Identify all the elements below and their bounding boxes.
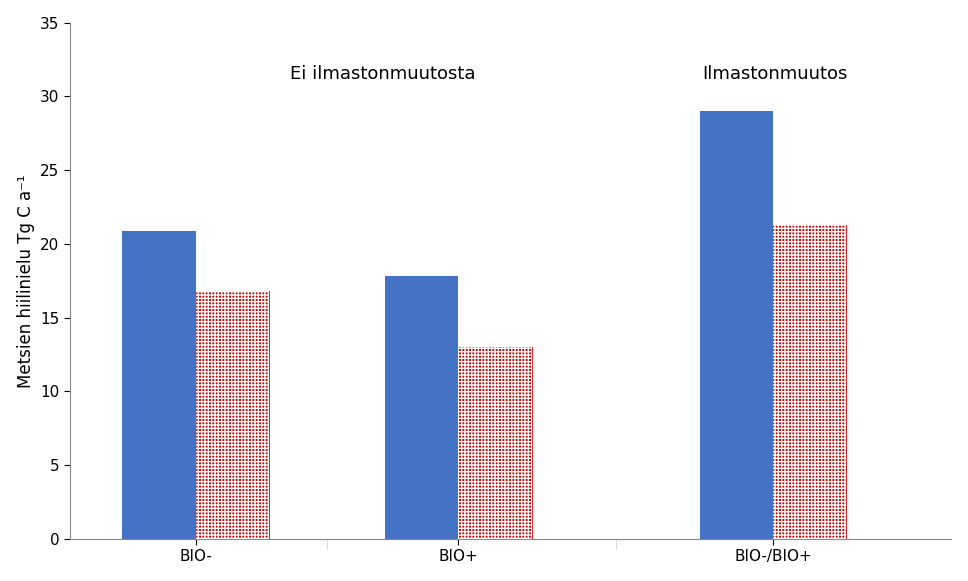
Bar <box>196 291 269 539</box>
Bar <box>773 225 846 539</box>
Bar <box>123 231 196 539</box>
Bar <box>700 111 773 539</box>
Y-axis label: Metsien hiilinielu Tg C a⁻¹: Metsien hiilinielu Tg C a⁻¹ <box>16 174 35 388</box>
Bar <box>458 347 531 539</box>
Text: Ei ilmastonmuutosta: Ei ilmastonmuutosta <box>290 65 475 83</box>
Bar <box>384 277 458 539</box>
Bar <box>458 347 531 539</box>
Bar <box>773 225 846 539</box>
Text: Ilmastonmuutos: Ilmastonmuutos <box>703 65 848 83</box>
Bar <box>196 291 269 539</box>
